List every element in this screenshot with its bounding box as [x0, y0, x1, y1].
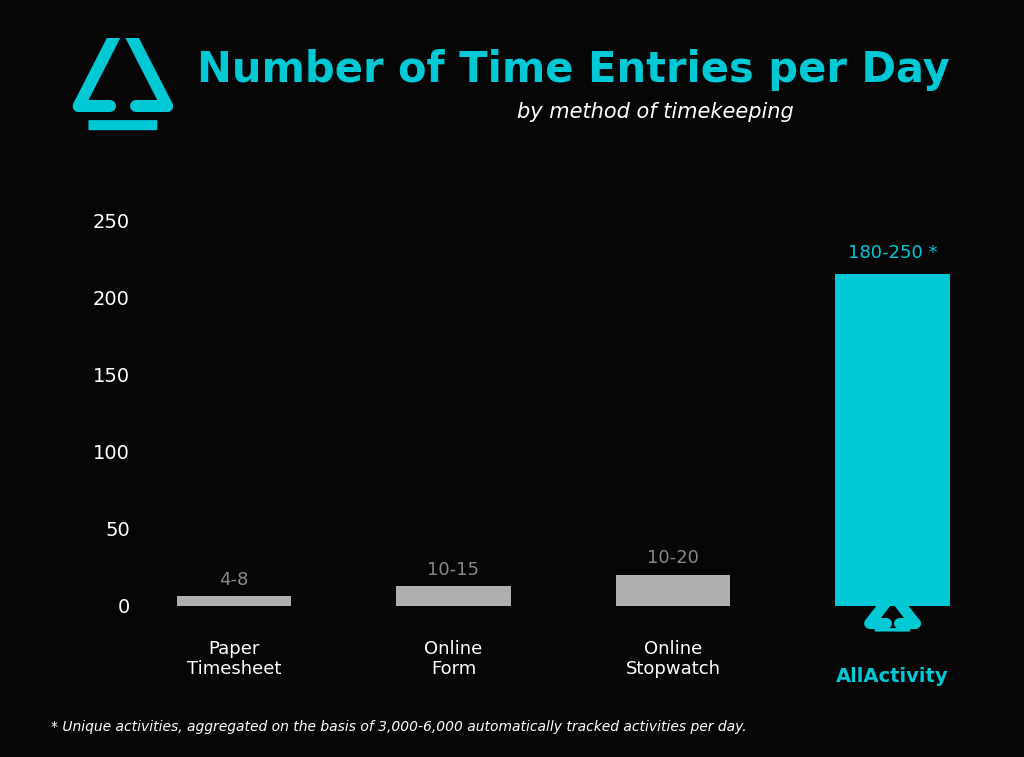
Text: Paper
Timesheet: Paper Timesheet [186, 640, 282, 678]
Bar [615, 575, 730, 606]
Text: AllActivity: AllActivity [837, 667, 949, 687]
Text: Online
Stopwatch: Online Stopwatch [626, 640, 721, 678]
FancyBboxPatch shape [88, 120, 158, 130]
FancyBboxPatch shape [874, 628, 910, 631]
Bar [177, 597, 291, 606]
Text: 4-8: 4-8 [219, 571, 249, 589]
Bar [836, 274, 949, 606]
Text: 180-250 *: 180-250 * [848, 244, 937, 262]
Text: * Unique activities, aggregated on the basis of 3,000-6,000 automatically tracke: * Unique activities, aggregated on the b… [51, 721, 746, 734]
Text: Online
Form: Online Form [424, 640, 482, 678]
Text: 10-20: 10-20 [647, 549, 699, 567]
Text: by method of timekeeping: by method of timekeeping [517, 102, 794, 122]
Text: Number of Time Entries per Day: Number of Time Entries per Day [197, 49, 950, 91]
Bar [396, 587, 511, 606]
Text: 10-15: 10-15 [427, 561, 479, 578]
